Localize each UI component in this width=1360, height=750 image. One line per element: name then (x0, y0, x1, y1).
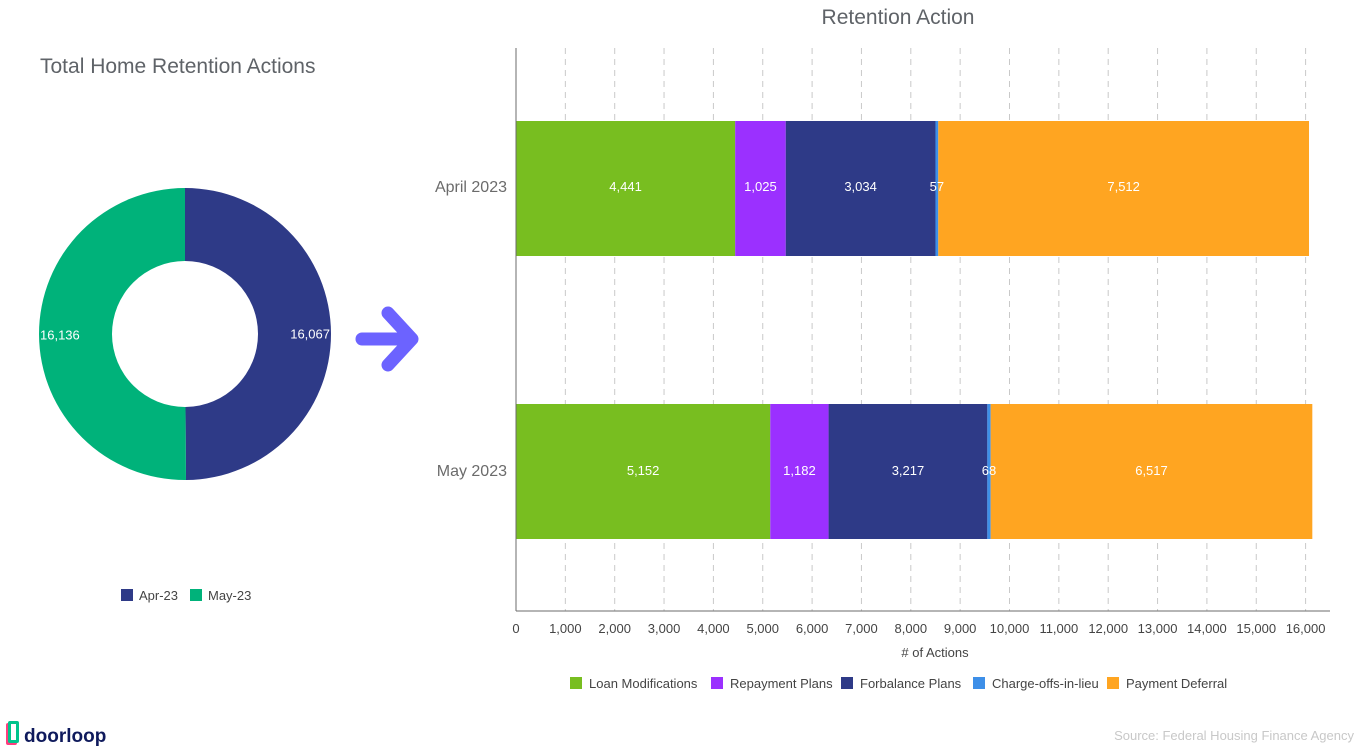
donut-legend-label: May-23 (208, 588, 251, 603)
bar-segment (516, 404, 771, 539)
x-tick-label: 14,000 (1187, 621, 1227, 636)
x-tick-label: 7,000 (845, 621, 878, 636)
bar-segment (770, 404, 829, 539)
bar-segment (935, 121, 939, 256)
bar-legend-swatch (1107, 677, 1119, 689)
doorloop-logo: doorloop (6, 721, 106, 747)
bar-value-label: 68 (982, 463, 996, 478)
bar-legend-swatch (841, 677, 853, 689)
bar-segment (735, 121, 786, 256)
x-tick-label: 16,000 (1286, 621, 1326, 636)
bar-legend-item: Forbalance Plans (841, 676, 962, 691)
bar-legend-label: Payment Deferral (1126, 676, 1227, 691)
x-tick-label: 15,000 (1236, 621, 1276, 636)
donut-title: Total Home Retention Actions (40, 55, 315, 78)
bar-legend-label: Forbalance Plans (860, 676, 962, 691)
x-tick-label: 2,000 (598, 621, 631, 636)
bar-legend: Loan Modifications Repayment Plans Forbala… (570, 676, 1227, 691)
bar-value-label: 1,182 (783, 463, 816, 478)
bar-value-label: 7,512 (1107, 179, 1140, 194)
x-tick-label: 13,000 (1138, 621, 1178, 636)
bar-chart: Retention Action 4,441 1,025 3,034 57 7,512 5… (435, 6, 1330, 691)
category-label: May 2023 (437, 463, 507, 480)
x-tick-label: 6,000 (796, 621, 829, 636)
bar-legend-swatch (711, 677, 723, 689)
bar-segment (785, 121, 936, 256)
donut-slice-may-23 (39, 188, 186, 480)
bar-segment (516, 121, 736, 256)
bar-value-label: 1,025 (744, 179, 777, 194)
arrow-right-icon (355, 306, 419, 372)
bar-value-label: 4,441 (609, 179, 642, 194)
donut-legend-item: Apr-23 (121, 588, 178, 603)
donut-legend-item: May-23 (190, 588, 251, 603)
x-tick-label: 4,000 (697, 621, 730, 636)
x-tick-label: 5,000 (746, 621, 779, 636)
bar-tick-labels: 0 1,000 2,000 3,000 4,000 5,000 6,000 7,000 8,00… (512, 621, 1325, 636)
bar-axes (515, 48, 1330, 612)
bar-legend-swatch (973, 677, 985, 689)
bar-segment (990, 404, 1313, 539)
donut-labels: 16,067 16,136 (40, 327, 330, 343)
x-tick-label: 0 (512, 621, 519, 636)
x-tick-label: 10,000 (990, 621, 1030, 636)
bar-legend-item: Loan Modifications (570, 676, 698, 691)
category-label: April 2023 (435, 179, 507, 196)
x-tick-label: 1,000 (549, 621, 582, 636)
donut-value-label: 16,067 (290, 327, 330, 342)
x-tick-label: 9,000 (944, 621, 977, 636)
bar-value-label: 5,152 (627, 463, 660, 478)
donut-slice-apr-23 (185, 188, 332, 480)
bar-segment (938, 121, 1310, 256)
bar-title: Retention Action (822, 6, 975, 29)
brand-name: doorloop (24, 726, 106, 747)
bar-segment (987, 404, 991, 539)
bar-legend-label: Repayment Plans (730, 676, 833, 691)
donut-slices (39, 188, 332, 480)
doorloop-logo-icon (6, 721, 19, 745)
donut-value-label: 16,136 (40, 327, 80, 342)
x-tick-label: 3,000 (648, 621, 681, 636)
donut-legend: Apr-23 May-23 (121, 588, 251, 603)
bar-legend-item: Charge-offs-in-lieu (973, 676, 1099, 691)
x-axis-title: # of Actions (901, 645, 969, 660)
donut-legend-swatch (121, 589, 133, 601)
bar-legend-label: Charge-offs-in-lieu (992, 676, 1099, 691)
x-tick-label: 8,000 (895, 621, 928, 636)
bar-value-label: 3,034 (844, 179, 877, 194)
donut-legend-label: Apr-23 (139, 588, 178, 603)
bar-legend-label: Loan Modifications (589, 676, 698, 691)
bar-segment-labels: 4,441 1,025 3,034 57 7,512 5,152 1,182 3,217 68 6… (609, 179, 1167, 478)
source-note: Source: Federal Housing Finance Agency (1114, 728, 1354, 743)
bar-value-label: 6,517 (1135, 463, 1168, 478)
bar-legend-item: Repayment Plans (711, 676, 833, 691)
bar-segment (828, 404, 988, 539)
bar-legend-swatch (570, 677, 582, 689)
x-tick-label: 12,000 (1088, 621, 1128, 636)
bar-category-labels: April 2023 May 2023 (435, 179, 507, 480)
x-tick-label: 11,000 (1039, 621, 1078, 636)
donut-legend-swatch (190, 589, 202, 601)
bar-legend-item: Payment Deferral (1107, 676, 1227, 691)
bar-value-label: 57 (930, 179, 944, 194)
donut-chart: Total Home Retention Actions 16,067 16,13… (39, 55, 332, 603)
bar-value-label: 3,217 (892, 463, 925, 478)
bar-segments (516, 121, 1313, 539)
